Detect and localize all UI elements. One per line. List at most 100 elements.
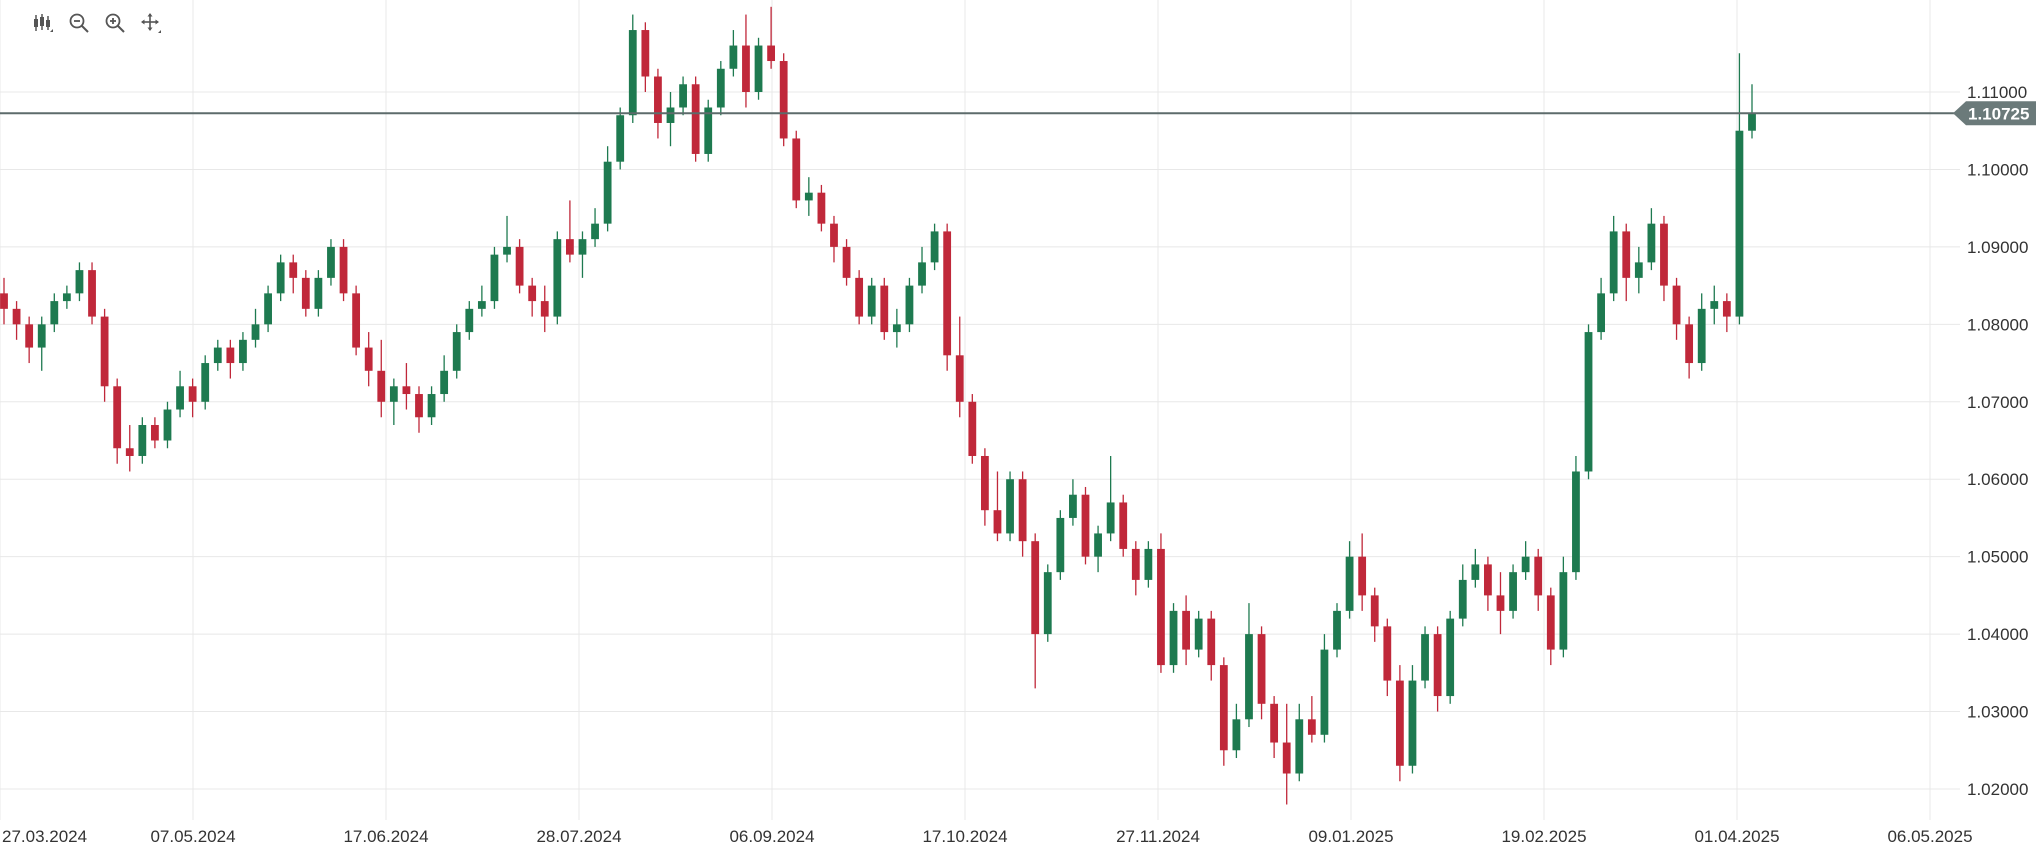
grid-lines [0,0,1960,820]
candle-body [754,45,763,92]
price-tick-label: 1.04000 [1967,625,2028,644]
candle-body [1408,680,1417,766]
candle-down [226,339,235,379]
candle-up [37,316,46,371]
candle-body [603,161,612,224]
candle-up [1043,564,1052,642]
candle-body [566,239,574,255]
candle-down [25,316,34,364]
candle-body [427,394,436,418]
candle-body [151,425,159,441]
candle-up [1069,479,1077,526]
pan-icon[interactable] [138,10,164,36]
candle-up [591,208,599,247]
candle-body [616,115,625,162]
candle-down [842,239,851,286]
candle-body [1484,564,1492,596]
candle-up [892,308,901,348]
candle-body [540,301,549,317]
candle-down [767,6,776,69]
candle-up [1697,293,1706,371]
candle-body [792,138,801,201]
candle-down [880,277,889,340]
candle-body [528,285,537,302]
candle-up [804,177,813,216]
candle-down [792,130,801,209]
candle-body [767,45,776,62]
candle-body [1056,517,1065,573]
candle-body [1295,719,1304,774]
candle-body [943,231,952,356]
candle-down [188,378,197,418]
candle-body [691,84,700,154]
candle-down [1270,696,1279,759]
candle-down [993,471,1002,542]
price-tick-label: 1.03000 [1967,703,2028,722]
candle-up [276,254,285,302]
candle-up [163,401,172,449]
candle-body [113,386,122,449]
candle-body [1634,262,1643,278]
candle-down [402,363,411,410]
candle-body [855,277,864,317]
price-tick-label: 1.06000 [1967,470,2028,489]
candle-body [1257,634,1266,704]
zoom-out-icon[interactable] [66,10,92,36]
candle-body [1509,572,1517,611]
candle-up [314,270,323,317]
candle-up [1421,626,1429,689]
candle-body [1307,719,1316,735]
candle-body [1081,494,1090,557]
candle-body [1496,595,1505,611]
candle-up [176,370,184,418]
candle-down [1157,533,1165,673]
candle-up [628,14,637,123]
candle-body [1119,502,1128,549]
candle-body [1521,556,1530,573]
candle-body [201,363,210,402]
candle-up [389,378,398,426]
candle-down [515,239,524,294]
candle-body [980,455,989,511]
candle-body [1710,301,1719,309]
candle-body [1006,479,1014,534]
candle-down [1722,293,1731,333]
candle-up [251,308,260,348]
date-tick-label: 28.07.2024 [536,827,621,846]
candle-body [1597,293,1605,333]
candle-up [905,277,914,333]
candle-up [1609,215,1618,302]
candle-up [1169,603,1178,673]
candle-down [0,277,8,325]
candle-body [993,510,1002,534]
candle-up [1094,525,1102,573]
candle-up [1295,703,1304,782]
candle-body [452,332,461,371]
candle-up [754,37,763,100]
candle-up [867,277,876,325]
candle-up [679,76,687,116]
candle-up [1735,53,1744,325]
candle-body [213,347,222,364]
candle-down [654,68,662,139]
candle-body [1722,301,1731,317]
candle-body [1383,626,1392,681]
candle-body [1458,579,1467,619]
candle-down [1685,316,1694,379]
candle-body [1106,502,1115,534]
candle-body [654,76,662,123]
candle-body [553,239,562,317]
candle-down [1257,626,1266,720]
candle-up [716,61,725,116]
candlestick-type-icon[interactable] [30,10,56,36]
candle-body [628,30,637,116]
zoom-in-icon[interactable] [102,10,128,36]
candle-up [503,215,511,263]
candle-body [1546,595,1555,650]
candle-up [138,417,147,464]
candle-down [1358,533,1367,611]
candle-up [1056,510,1065,580]
date-tick-label: 09.01.2025 [1308,827,1393,846]
candle-body [62,293,71,302]
